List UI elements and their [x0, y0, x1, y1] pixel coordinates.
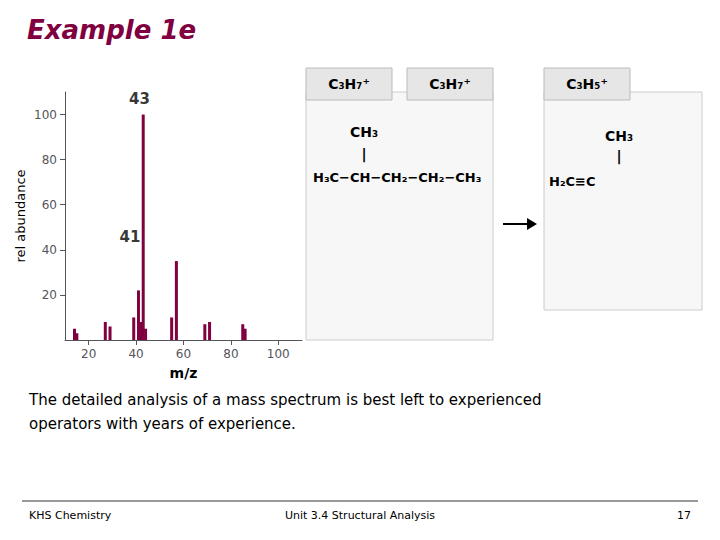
svg-text:C₃H₇⁺: C₃H₇⁺ — [328, 76, 370, 92]
svg-text:100: 100 — [34, 108, 57, 122]
svg-text:60: 60 — [176, 347, 191, 361]
svg-text:m/z: m/z — [170, 365, 198, 381]
svg-text:20: 20 — [42, 288, 57, 302]
svg-text:100: 100 — [267, 347, 290, 361]
svg-text:80: 80 — [223, 347, 238, 361]
svg-text:CH₃: CH₃ — [350, 124, 378, 140]
svg-text:80: 80 — [42, 153, 57, 167]
svg-text:43: 43 — [129, 90, 150, 108]
svg-text:KHS Chemistry: KHS Chemistry — [29, 509, 112, 522]
svg-text:C₃H₅⁺: C₃H₅⁺ — [566, 76, 608, 92]
svg-text:41: 41 — [120, 228, 141, 246]
svg-text:40: 40 — [128, 347, 143, 361]
svg-text:H₂C≡C: H₂C≡C — [549, 174, 596, 189]
svg-text:The detailed analysis of a mas: The detailed analysis of a mass spectrum… — [28, 391, 542, 409]
svg-text:|: | — [616, 148, 621, 165]
svg-text:40: 40 — [42, 243, 57, 257]
svg-text:20: 20 — [81, 347, 96, 361]
svg-text:60: 60 — [42, 198, 57, 212]
svg-text:Example 1e: Example 1e — [27, 15, 196, 45]
svg-text:17: 17 — [677, 509, 691, 522]
svg-text:CH₃: CH₃ — [605, 128, 633, 144]
svg-text:rel abundance: rel abundance — [13, 169, 28, 262]
svg-text:H₃C−CH−CH₂−CH₂−CH₃: H₃C−CH−CH₂−CH₂−CH₃ — [313, 170, 481, 185]
svg-text:C₃H₇⁺: C₃H₇⁺ — [429, 76, 471, 92]
svg-text:Unit 3.4 Structural Analysis: Unit 3.4 Structural Analysis — [285, 509, 435, 522]
svg-text:|: | — [361, 146, 366, 163]
svg-text:operators with years of experi: operators with years of experience. — [29, 415, 296, 433]
